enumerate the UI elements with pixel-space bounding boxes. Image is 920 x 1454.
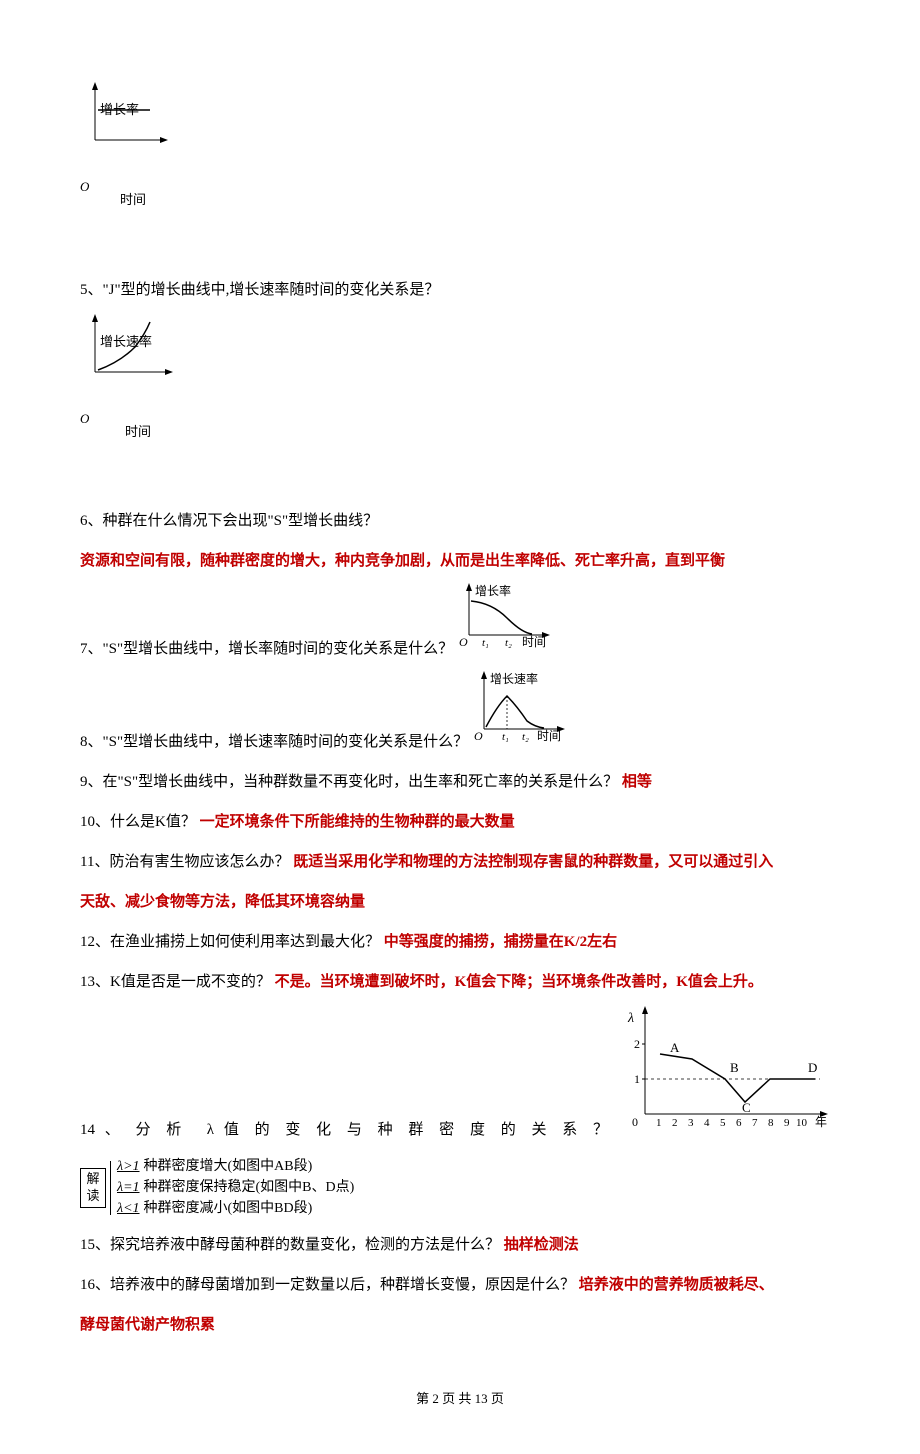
svg-text:t₁: t₁ <box>482 637 489 649</box>
question-14: 14 、 分 析 λ 值 的 变 化 与 种 群 密 度 的 关 系 ？ <box>80 1112 608 1148</box>
svg-text:A: A <box>670 1040 680 1055</box>
answer-10: 一定环境条件下所能维持的生物种群的最大数量 <box>200 814 515 830</box>
svg-text:7: 7 <box>752 1117 758 1129</box>
interp-r1-cond: λ>1 <box>117 1156 140 1177</box>
svg-text:t₁: t₁ <box>502 731 509 743</box>
answer-11a: 既适当采用化学和物理的方法控制现存害鼠的种群数量，又可以通过引入 <box>293 854 773 870</box>
svg-text:O: O <box>459 635 468 649</box>
question-9: 9、在"S"型增长曲线中，当种群数量不再变化时，出生率和死亡率的关系是什么？ <box>80 774 618 790</box>
svg-text:λ: λ <box>627 1011 634 1026</box>
question-5: 5、"J"型的增长曲线中,增长速率随时间的变化关系是？ <box>80 272 840 308</box>
svg-text:2: 2 <box>672 1117 678 1129</box>
answer-11b: 天敌、减少食物等方法，降低其环境容纳量 <box>80 884 840 920</box>
svg-text:0: 0 <box>632 1115 638 1129</box>
svg-text:8: 8 <box>768 1117 774 1129</box>
question-6: 6、种群在什么情况下会出现"S"型增长曲线？ <box>80 503 840 539</box>
growth-rate-s-figure: 增长率 O t₁ t₂ 时间 <box>457 583 567 667</box>
answer-6: 资源和空间有限，随种群密度的增大，种内竞争加剧，从而是出生率降低、死亡率升高，直… <box>80 543 840 579</box>
question-16: 16、培养液中的酵母菌增加到一定数量以后，种群增长变慢，原因是什么？ <box>80 1277 575 1293</box>
svg-text:时间: 时间 <box>537 729 561 743</box>
svg-text:增长速率: 增长速率 <box>490 671 538 686</box>
svg-text:D: D <box>808 1060 817 1075</box>
svg-text:t₂: t₂ <box>505 637 512 649</box>
answer-9: 相等 <box>622 774 652 790</box>
interp-r1-txt: 种群密度增大(如图中AB段) <box>144 1156 313 1177</box>
svg-text:增长率: 增长率 <box>475 583 511 598</box>
svg-text:t₂: t₂ <box>522 731 529 743</box>
interp-r2-cond: λ=1 <box>117 1177 140 1198</box>
question-10: 10、什么是K值？ <box>80 814 196 830</box>
svg-text:B: B <box>730 1060 739 1075</box>
fig2-xlabel: 时间 <box>125 416 235 447</box>
fig1-xlabel: 时间 <box>120 184 220 215</box>
svg-text:3: 3 <box>688 1117 694 1129</box>
answer-16b: 酵母菌代谢产物积累 <box>80 1307 840 1343</box>
growth-speed-s-figure: 增长速率 O t₁ t₂ 时间 <box>472 671 582 760</box>
question-12: 12、在渔业捕捞上如何使利用率达到最大化？ <box>80 934 380 950</box>
answer-16a: 培养液中的营养物质被耗尽、 <box>579 1277 774 1293</box>
lambda-interpretation: 解读 λ>1种群密度增大(如图中AB段) λ=1种群密度保持稳定(如图中B、D点… <box>80 1156 840 1219</box>
lambda-chart-figure: λ 2 1 0 1 2 3 4 5 6 7 8 9 10 年 <box>620 1004 840 1148</box>
answer-12: 中等强度的捕捞，捕捞量在K/2左右 <box>384 934 617 950</box>
interp-r2-txt: 种群密度保持稳定(如图中B、D点) <box>144 1177 355 1198</box>
svg-text:5: 5 <box>720 1117 726 1129</box>
svg-text:O: O <box>474 729 483 743</box>
question-8: 8、"S"型增长曲线中，增长速率随时间的变化关系是什么？ <box>80 724 468 760</box>
svg-text:6: 6 <box>736 1117 742 1129</box>
growth-speed-j-figure: 增长速率 O 时间 <box>80 312 190 500</box>
question-7: 7、"S"型增长曲线中，增长率随时间的变化关系是什么？ <box>80 631 453 667</box>
question-13: 13、K值是否是一成不变的？ <box>80 974 271 990</box>
svg-text:时间: 时间 <box>522 635 546 649</box>
question-11: 11、防治有害生物应该怎么办？ <box>80 854 289 870</box>
interp-r3-txt: 种群密度减小(如图中BD段) <box>144 1198 313 1219</box>
svg-text:10: 10 <box>796 1117 808 1129</box>
svg-text:9: 9 <box>784 1117 790 1129</box>
interp-label: 解读 <box>80 1168 106 1208</box>
question-15: 15、探究培养液中酵母菌种群的数量变化，检测的方法是什么？ <box>80 1237 500 1253</box>
svg-text:2: 2 <box>634 1037 640 1051</box>
svg-text:1: 1 <box>634 1072 640 1086</box>
svg-text:4: 4 <box>704 1117 710 1129</box>
answer-13: 不是。当环境遭到破坏时，K值会下降；当环境条件改善时，K值会上升。 <box>275 974 763 990</box>
growth-rate-constant-figure: 增长率 O 时间 <box>80 80 180 268</box>
page-footer: 第 2 页 共 13 页 <box>80 1383 840 1414</box>
svg-text:C: C <box>742 1100 751 1115</box>
interp-r3-cond: λ<1 <box>117 1198 140 1219</box>
svg-text:年: 年 <box>815 1115 827 1129</box>
svg-text:1: 1 <box>656 1117 662 1129</box>
answer-15: 抽样检测法 <box>504 1237 579 1253</box>
